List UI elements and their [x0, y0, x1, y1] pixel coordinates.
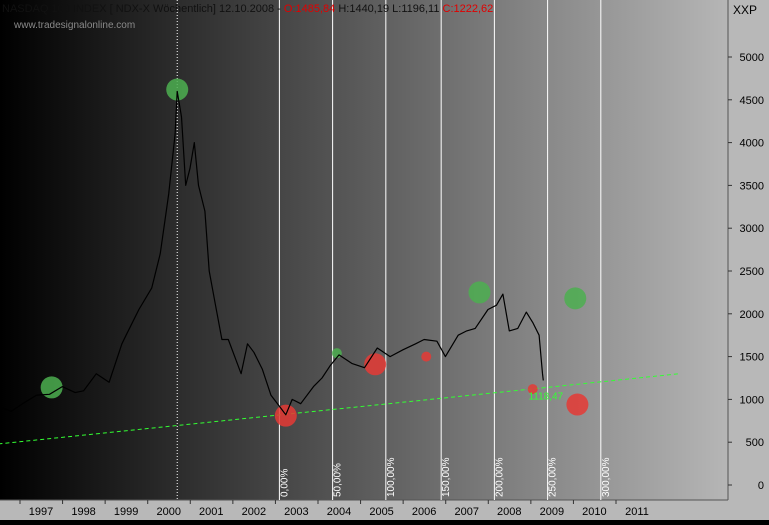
red-signal-marker: [566, 393, 589, 416]
red-signal-marker: [274, 404, 297, 427]
x-tick-label: 2011: [625, 506, 649, 518]
x-tick-label: 2010: [582, 506, 606, 518]
annotation-label: 1118,47: [528, 391, 563, 402]
y-tick-label: 1000: [740, 394, 764, 406]
chart-header: NASDAQ 100 INDEX [ NDX-X Wöchentlich] 12…: [2, 3, 494, 15]
trendline: [0, 373, 680, 445]
annotations: 1118,47: [528, 391, 563, 402]
red-signal-marker: [364, 353, 387, 376]
y-tick-label: 2500: [740, 266, 764, 278]
y-tick-label: 1500: [740, 352, 764, 364]
header-date: 12.10.2008: [219, 3, 275, 15]
y-tick-label: 4500: [740, 95, 764, 107]
green-signal-marker: [40, 376, 63, 399]
cycle-label: 50,00%: [333, 463, 344, 497]
x-ticks: 1997 1998 1999 2000 2001 2002 2003 2004 2005 2006…: [19, 500, 649, 518]
axis-unit-label: XXP: [733, 3, 758, 17]
green-signal-marker: [468, 281, 491, 304]
x-tick-label: 2005: [369, 506, 393, 518]
y-tick-label: 5000: [740, 52, 764, 64]
x-tick-label: 1998: [71, 506, 95, 518]
y-ticks: 0 500 1000 1500 2000 2500 3000 3500 4000 4500 5000: [728, 52, 764, 492]
cycle-label: 300,00%: [601, 457, 612, 497]
y-tick-label: 3000: [740, 223, 764, 235]
y-tick-label: 2000: [740, 309, 764, 321]
cycle-label: 100,00%: [386, 457, 397, 497]
x-tick-label: 2004: [327, 506, 351, 518]
x-axis-panel: [0, 500, 728, 520]
green-signal-marker: [166, 78, 189, 101]
signal-markers: [40, 78, 589, 427]
x-tick-label: 1997: [29, 506, 53, 518]
x-tick-label: 2006: [412, 506, 436, 518]
cycle-label: 150,00%: [441, 457, 452, 497]
price-series: [0, 90, 544, 416]
cycle-label: 0,00%: [279, 469, 290, 497]
header-instrument: NASDAQ 100 INDEX [ NDX-X Wöchentlich]: [2, 3, 216, 15]
cycle-lines: 0,00% 50,00% 100,00% 150,00% 200,00% 250,00% 3…: [278, 0, 612, 500]
x-tick-label: 2002: [242, 506, 266, 518]
plot-background: [0, 0, 728, 500]
header-close: C:1222,62: [442, 3, 494, 15]
cycle-label: 200,00%: [494, 457, 505, 497]
website-watermark: www.tradesignalonline.com: [14, 20, 136, 31]
x-tick-label: 2009: [540, 506, 564, 518]
x-tick-label: 2008: [497, 506, 521, 518]
y-tick-label: 0: [758, 480, 764, 492]
red-signal-marker: [421, 351, 432, 362]
x-tick-label: 2000: [156, 506, 180, 518]
y-tick-label: 4000: [740, 138, 764, 150]
x-tick-label: 2001: [199, 506, 223, 518]
price-line: [0, 90, 544, 416]
x-tick-label: 2003: [284, 506, 308, 518]
header-high-low: H:1440,19 L:1196,11: [338, 3, 440, 15]
red-signal-marker: [527, 384, 538, 395]
y-tick-label: 3500: [740, 180, 764, 192]
cycle-label: 250,00%: [548, 457, 559, 497]
trendline-layer: [0, 373, 680, 445]
y-tick-label: 500: [746, 437, 764, 449]
y-axis-panel: [728, 0, 769, 520]
green-signal-marker: [564, 287, 587, 310]
x-tick-label: 1999: [114, 506, 138, 518]
x-tick-label: 2007: [454, 506, 478, 518]
header-open: O:1485,84: [283, 3, 336, 15]
